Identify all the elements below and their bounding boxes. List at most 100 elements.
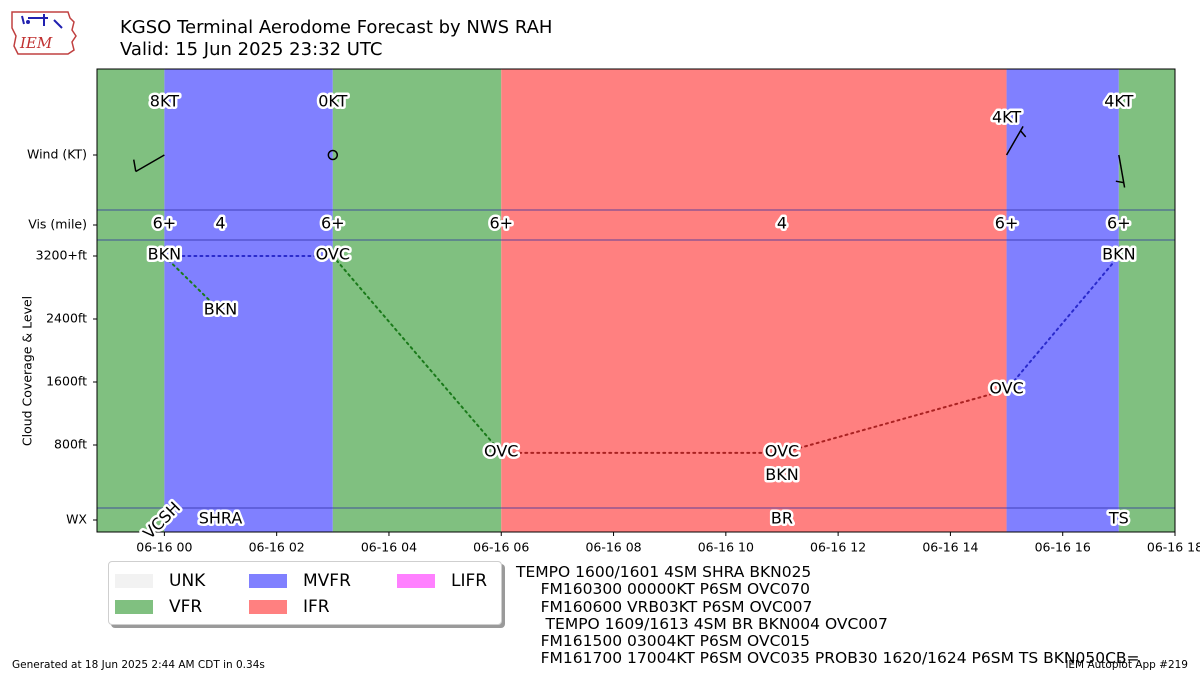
svg-text:0KT: 0KT <box>318 92 347 111</box>
svg-text:8KT: 8KT <box>150 92 179 111</box>
category-band-mvfr <box>1006 69 1119 532</box>
x-tick-label: 06-16 10 <box>698 540 754 555</box>
cloud-axis-label: Cloud Coverage & Level <box>20 296 35 446</box>
x-tick-label: 06-16 12 <box>810 540 866 555</box>
vis-row-label: Vis (mile) <box>28 217 87 232</box>
vis-label: 44 <box>774 211 789 235</box>
legend: UNK VFR MVFR IFR LIFR <box>108 561 502 625</box>
vis-label: 44 <box>213 211 228 235</box>
wind-barb <box>132 154 165 173</box>
svg-text:BKN: BKN <box>765 465 798 484</box>
wx-row-label: WX <box>66 512 87 527</box>
taf-line: FM161700 17004KT P6SM OVC035 PROB30 1620… <box>516 649 1140 668</box>
svg-text:6+: 6+ <box>153 214 177 233</box>
legend-swatch <box>397 574 435 588</box>
category-bands <box>97 69 1175 532</box>
x-tick-label: 06-16 16 <box>1035 540 1091 555</box>
svg-text:8KT: 8KT <box>150 92 179 111</box>
svg-text:OVC: OVC <box>484 441 518 460</box>
svg-text:OVC: OVC <box>316 245 350 264</box>
legend-swatch <box>249 574 287 588</box>
vis-label: 6+6+ <box>150 211 179 235</box>
x-tick-label: 06-16 14 <box>922 540 978 555</box>
legend-item-lifr: LIFR <box>397 571 487 591</box>
legend-swatch <box>249 600 287 614</box>
app-footer: IEM Autoplot App #219 <box>1065 659 1188 671</box>
title-line-1: KGSO Terminal Aerodome Forecast by NWS R… <box>120 17 553 38</box>
vis-label: 6+6+ <box>487 211 516 235</box>
cloud-tick-label: 3200+ft <box>36 248 87 263</box>
svg-text:BKN: BKN <box>1102 245 1135 264</box>
svg-text:TS: TS <box>1108 509 1129 528</box>
title-line-2: Valid: 15 Jun 2025 23:32 UTC <box>120 39 383 60</box>
svg-text:6+: 6+ <box>489 214 513 233</box>
svg-text:SHRA: SHRA <box>199 509 243 528</box>
category-band-ifr <box>501 69 1007 532</box>
cloud-tick-label: 1600ft <box>46 374 87 389</box>
category-band-vfr <box>1118 69 1175 532</box>
svg-text:BKN: BKN <box>1102 245 1135 264</box>
svg-text:IEM: IEM <box>19 34 53 52</box>
taf-line: FM160600 VRB03KT P6SM OVC007 <box>516 597 813 616</box>
svg-text:BKN: BKN <box>204 300 237 319</box>
svg-text:4KT: 4KT <box>992 108 1021 127</box>
taf-line: TEMPO 1609/1613 4SM BR BKN004 OVC007 <box>516 614 888 633</box>
svg-text:TS: TS <box>1108 509 1129 528</box>
generated-footer: Generated at 18 Jun 2025 2:44 AM CDT in … <box>12 659 265 671</box>
cloud-tick-label: 800ft <box>54 437 87 452</box>
cloud-tick-label: 2400ft <box>46 311 87 326</box>
x-tick-label: 06-16 06 <box>473 540 529 555</box>
plot-frame <box>96 68 1176 533</box>
legend-item-vfr: VFR <box>115 597 202 617</box>
svg-text:OVC: OVC <box>316 245 350 264</box>
svg-text:BR: BR <box>771 509 793 528</box>
x-tick-label: 06-16 08 <box>585 540 641 555</box>
svg-text:4: 4 <box>777 214 787 233</box>
svg-text:BKN: BKN <box>204 300 237 319</box>
cloud-line <box>1005 255 1120 391</box>
svg-text:6+: 6+ <box>1107 214 1131 233</box>
wind-calm-marker <box>327 149 339 161</box>
taf-text: TEMPO 1600/1601 4SM SHRA BKN025 FM160300… <box>516 563 1140 668</box>
legend-label: VFR <box>169 597 203 617</box>
taf-line: FM160300 00000KT P6SM OVC070 <box>516 580 810 599</box>
taf-line: TEMPO 1600/1601 4SM SHRA BKN025 <box>516 563 812 581</box>
taf-line: FM161500 03004KT P6SM OVC015 <box>516 632 810 651</box>
svg-text:6+: 6+ <box>489 214 513 233</box>
x-tick-label: 06-16 00 <box>136 540 192 555</box>
x-tick-label: 06-16 04 <box>361 540 417 555</box>
legend-label: UNK <box>169 571 206 591</box>
svg-text:SHRA: SHRA <box>199 509 243 528</box>
cloud-line <box>163 255 222 313</box>
svg-text:4KT: 4KT <box>1104 92 1133 111</box>
category-band-vfr <box>97 69 165 532</box>
svg-text:OVC: OVC <box>765 441 799 460</box>
legend-label: LIFR <box>451 571 488 591</box>
svg-text:OVC: OVC <box>765 441 799 460</box>
wind-barb <box>1115 154 1126 188</box>
legend-swatch <box>115 574 153 588</box>
svg-text:BKN: BKN <box>765 465 798 484</box>
legend-item-mvfr: MVFR <box>249 571 351 591</box>
svg-text:6+: 6+ <box>1107 214 1131 233</box>
x-tick-label: 06-16 18 <box>1147 540 1200 555</box>
legend-item-ifr: IFR <box>249 597 330 617</box>
svg-text:BKN: BKN <box>148 245 181 264</box>
cloud-line <box>331 255 503 454</box>
legend-item-unk: UNK <box>115 571 205 591</box>
vis-label: 6+6+ <box>319 211 348 235</box>
